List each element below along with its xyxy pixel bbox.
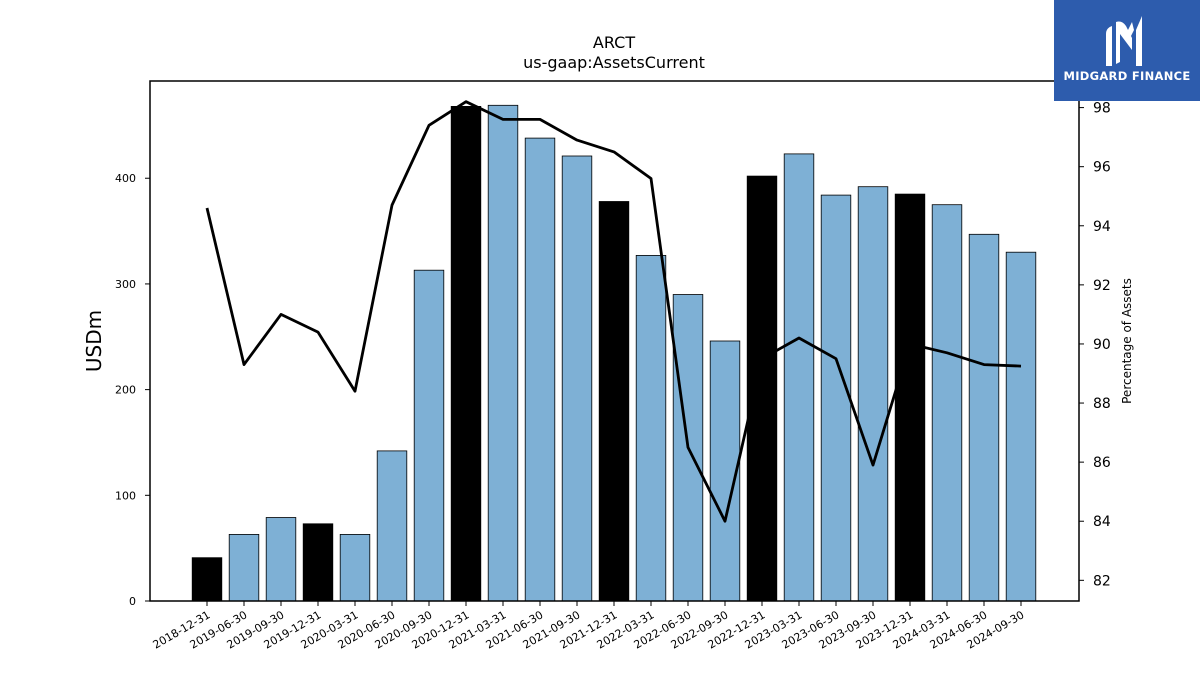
bar-2019-12-31 bbox=[302, 523, 334, 602]
y2-tick-label: 86 bbox=[1093, 455, 1111, 471]
bar-2022-12-31 bbox=[746, 175, 778, 602]
y-tick-label: 100 bbox=[115, 489, 136, 502]
y2-tick-label: 88 bbox=[1093, 396, 1111, 412]
y-tick-label: 300 bbox=[115, 278, 136, 291]
bar-2020-09-30 bbox=[413, 269, 445, 602]
y-axis-label: USDm bbox=[82, 310, 106, 372]
bar-2021-03-31 bbox=[487, 104, 519, 602]
bar-2020-06-30 bbox=[376, 450, 408, 602]
bar-2018-12-31 bbox=[191, 557, 223, 602]
y2-tick-label: 98 bbox=[1093, 101, 1111, 117]
y2-tick-label: 84 bbox=[1093, 514, 1111, 530]
brand-logo: MIDGARD FINANCE bbox=[1054, 0, 1200, 101]
bar-2021-12-31 bbox=[598, 201, 630, 602]
y2-axis-label: Percentage of Assets bbox=[1120, 278, 1134, 404]
y-axis: 0 100 200 300 400 bbox=[115, 172, 150, 608]
bar-2024-09-30 bbox=[1005, 251, 1037, 602]
bar-2019-06-30 bbox=[228, 534, 260, 602]
bars bbox=[191, 104, 1037, 602]
midgard-logo-icon bbox=[1106, 16, 1142, 66]
percentage-line bbox=[205, 100, 1022, 523]
bar-2023-03-31 bbox=[783, 153, 815, 602]
chart-subtitle: us-gaap:AssetsCurrent bbox=[523, 53, 705, 72]
chart-title: ARCT bbox=[593, 33, 635, 52]
bar-2023-09-30 bbox=[857, 186, 889, 602]
bar-2022-03-31 bbox=[635, 254, 667, 602]
y2-tick-label: 90 bbox=[1093, 337, 1111, 353]
bar-2020-12-31 bbox=[450, 106, 482, 602]
y2-tick-label: 82 bbox=[1093, 573, 1111, 589]
bar-2023-12-31 bbox=[894, 193, 926, 602]
y-tick-label: 0 bbox=[129, 595, 136, 608]
y2-axis: 82 84 86 88 90 92 94 96 98 bbox=[1079, 101, 1111, 589]
bar-2021-06-30 bbox=[524, 137, 556, 602]
bar-2020-03-31 bbox=[339, 534, 371, 602]
y-tick-label: 400 bbox=[115, 172, 136, 185]
bar-2021-09-30 bbox=[561, 155, 593, 602]
y2-tick-label: 94 bbox=[1093, 219, 1111, 235]
line-layer bbox=[205, 100, 1022, 523]
y2-tick-label: 96 bbox=[1093, 160, 1111, 176]
bar-2022-09-30 bbox=[709, 340, 741, 602]
bar-2024-03-31 bbox=[931, 204, 963, 602]
x-axis: 2018-12-312019-06-302019-09-302019-12-31… bbox=[151, 601, 1027, 652]
bar-2019-09-30 bbox=[265, 517, 297, 602]
bar-2024-06-30 bbox=[968, 233, 1000, 602]
bar-2023-06-30 bbox=[820, 194, 852, 602]
y-tick-label: 200 bbox=[115, 384, 136, 397]
y2-tick-label: 92 bbox=[1093, 278, 1111, 294]
brand-name: MIDGARD FINANCE bbox=[1063, 69, 1191, 83]
